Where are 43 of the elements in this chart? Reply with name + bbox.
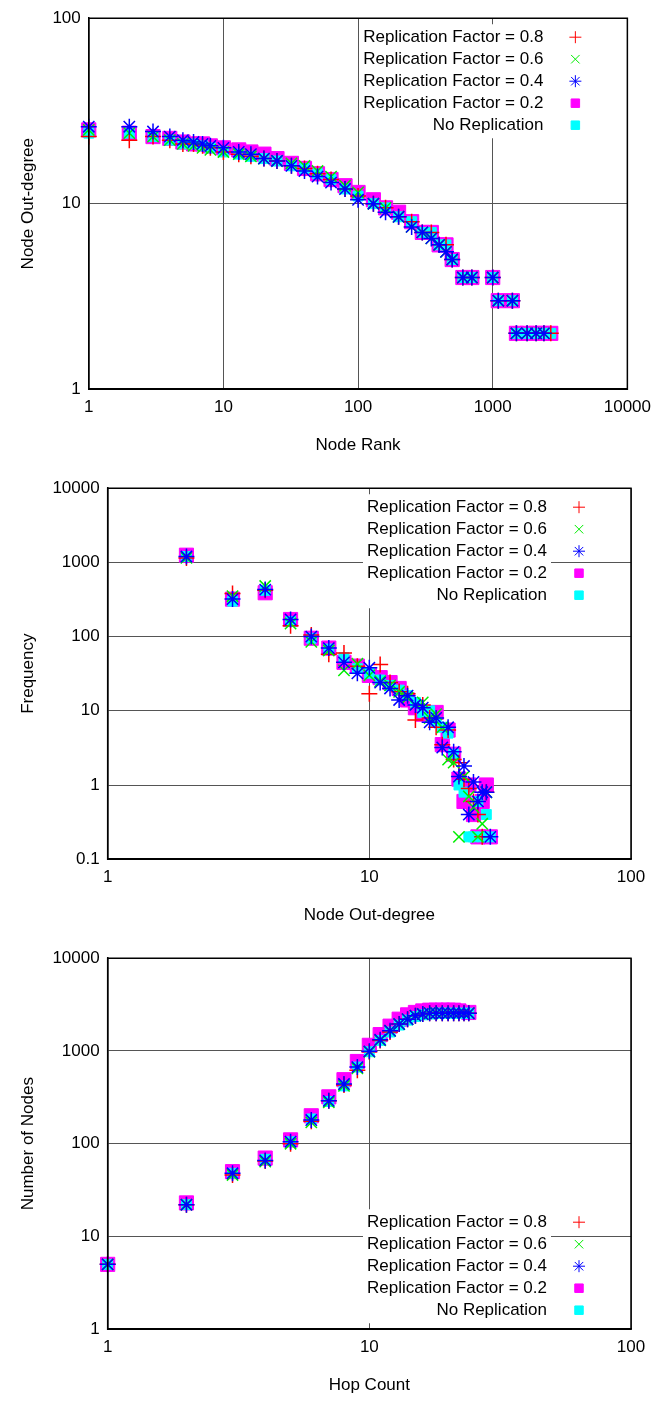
y-tick-label: 100 [52, 7, 81, 27]
x-axis-title: Node Rank [315, 435, 402, 455]
y-tick-label: 10 [80, 700, 100, 720]
y-tick-label: 100 [71, 1133, 100, 1153]
legend-label: Replication Factor = 0.6 [366, 518, 547, 538]
x-axis-title: Hop Count [328, 1375, 411, 1395]
legend-label: Replication Factor = 0.8 [366, 496, 547, 516]
y-tick-label: 10000 [52, 947, 100, 967]
x-tick-label: 10 [359, 867, 379, 887]
legend-label: Replication Factor = 0.8 [363, 26, 544, 46]
legend-label: Replication Factor = 0.4 [366, 540, 547, 560]
y-tick-label: 1 [71, 378, 81, 398]
y-tick-label: 100 [71, 626, 100, 646]
y-tick-label: 1 [90, 774, 100, 794]
y-tick-label: 10000 [52, 477, 100, 497]
legend-label: Replication Factor = 0.4 [363, 70, 544, 90]
legend-label: Replication Factor = 0.6 [366, 1233, 547, 1253]
legend-label: Replication Factor = 0.2 [366, 1277, 547, 1297]
y-tick-label: 0.1 [76, 848, 100, 868]
y-tick-label: 1000 [61, 552, 100, 572]
x-tick-label: 10000 [603, 397, 651, 417]
y-axis-title: Node Out-degree [17, 138, 37, 270]
x-tick-label: 10 [359, 1337, 379, 1357]
x-tick-label: 100 [616, 1337, 646, 1357]
legend-label: Replication Factor = 0.2 [363, 92, 544, 112]
legend-label: Replication Factor = 0.6 [363, 48, 544, 68]
legend-label: Replication Factor = 0.2 [366, 562, 547, 582]
x-tick-label: 1000 [473, 397, 512, 417]
y-tick-label: 1000 [61, 1040, 100, 1060]
legend-label: No Replication [436, 1299, 547, 1319]
y-axis-title: Number of Nodes [17, 1077, 37, 1211]
y-axis-title: Frequency [17, 633, 37, 714]
legend-label: No Replication [436, 584, 547, 604]
y-tick-label: 1 [90, 1318, 100, 1338]
legend-label: No Replication [432, 114, 544, 134]
y-tick-label: 10 [61, 193, 81, 213]
x-tick-label: 100 [343, 397, 373, 417]
y-tick-label: 10 [80, 1226, 100, 1246]
legend-label: Replication Factor = 0.4 [366, 1255, 547, 1275]
legend-label: Replication Factor = 0.8 [366, 1211, 547, 1231]
x-tick-label: 10 [213, 397, 233, 417]
x-tick-label: 100 [616, 867, 646, 887]
x-axis-title: Node Out-degree [303, 905, 436, 925]
